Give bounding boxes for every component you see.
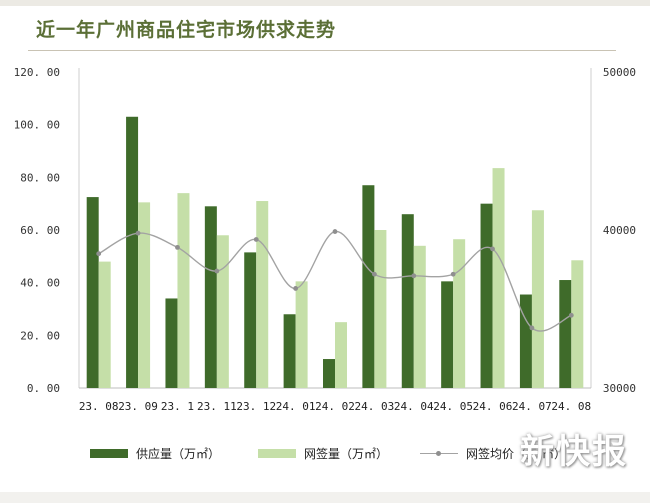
legend: 供应量（万㎡） 网签量（万㎡） 网签均价（元/㎡）	[0, 445, 650, 485]
bar-signed	[374, 230, 387, 388]
bar-signed	[216, 235, 229, 388]
bar-supply	[401, 214, 414, 388]
chart-area: 0. 00 20. 00 40. 00 60. 00 80. 00 100. 00 120.…	[14, 66, 636, 413]
price-point	[293, 286, 299, 291]
price-point	[175, 244, 180, 250]
bar-signed	[453, 239, 466, 388]
bar-signed	[98, 261, 111, 388]
y-left-tick-label: 100. 00	[14, 119, 60, 132]
legend-swatch-price	[420, 449, 458, 458]
y-left-tick-label: 80. 00	[20, 171, 60, 184]
x-tick-label: 24. 04	[394, 400, 434, 413]
bar-supply	[244, 252, 257, 388]
legend-label-supply: 供应量（万㎡）	[136, 446, 221, 461]
y-left-tick-label: 40. 00	[20, 277, 60, 290]
bar-supply	[362, 185, 375, 388]
x-tick-label: 24. 08	[551, 400, 591, 413]
price-point	[135, 230, 141, 236]
price-point	[450, 271, 456, 277]
title-divider	[28, 50, 616, 51]
bar-supply	[165, 298, 178, 388]
bar-supply	[204, 206, 217, 388]
price-point	[253, 237, 259, 242]
bar-signed	[571, 260, 584, 388]
price-point	[529, 325, 535, 331]
legend-swatch-signed	[258, 448, 296, 458]
y-right-tick-label: 30000	[603, 382, 636, 395]
price-point	[214, 268, 220, 274]
legend-label-price: 网签均价（元/㎡）	[466, 446, 567, 461]
x-tick-label: 23. 09	[118, 400, 158, 413]
bar-signed	[413, 245, 426, 388]
y-right-tick-label: 40000	[603, 224, 636, 237]
bar-signed	[256, 201, 269, 388]
legend-item-supply: 供应量（万㎡）	[90, 445, 220, 461]
watermark-text: 新快报	[520, 432, 628, 472]
chart-title: 近一年广州商品住宅市场供求走势	[36, 19, 337, 41]
bottom-edge	[0, 492, 650, 503]
x-tick-label: 23. 1	[161, 400, 194, 413]
price-point	[490, 246, 495, 252]
title-bar: 近一年广州商品住宅市场供求走势	[0, 6, 650, 51]
bar-supply	[126, 116, 139, 389]
x-tick-label: 24. 05	[433, 400, 473, 413]
x-tick-label: 23. 12	[236, 400, 276, 413]
legend-label-signed: 网签量（万㎡）	[304, 446, 389, 461]
x-tick-label: 24. 02	[315, 400, 355, 413]
bar-supply	[480, 203, 493, 388]
legend-swatch-supply	[90, 448, 128, 458]
y-right-tick-label: 50000	[603, 66, 636, 79]
bar-signed	[295, 281, 308, 388]
legend-item-price: 网签均价（元/㎡）	[420, 445, 566, 461]
price-point	[96, 251, 102, 257]
price-point	[371, 271, 377, 277]
bar-supply	[559, 280, 572, 388]
price-point	[568, 312, 574, 318]
y-left-tick-label: 0. 00	[27, 382, 60, 395]
x-tick-label: 24. 07	[512, 400, 552, 413]
bar-supply	[519, 294, 532, 388]
bar-signed	[335, 322, 347, 388]
x-tick-label: 23. 08	[79, 400, 119, 413]
watermark-logo: 新快报	[510, 420, 640, 472]
legend-item-signed: 网签量（万㎡）	[258, 445, 388, 461]
bar-supply	[323, 359, 335, 388]
y-left-tick-label: 60. 00	[20, 224, 60, 237]
bar-supply	[86, 197, 99, 388]
bar-signed	[177, 193, 190, 388]
price-point	[332, 229, 338, 234]
bar-signed	[531, 210, 544, 388]
x-tick-label: 23. 11	[197, 400, 237, 413]
x-tick-label: 24. 01	[276, 400, 316, 413]
bar-signed	[138, 202, 151, 388]
y-left-tick-label: 120. 00	[14, 66, 60, 79]
top-strip	[0, 0, 650, 6]
price-point	[411, 273, 417, 279]
bar-supply	[441, 281, 454, 388]
bar-supply	[283, 314, 296, 388]
bar-signed	[492, 168, 505, 388]
x-tick-label: 24. 03	[355, 400, 395, 413]
y-left-tick-label: 20. 00	[20, 329, 60, 342]
x-tick-label: 24. 06	[473, 400, 513, 413]
